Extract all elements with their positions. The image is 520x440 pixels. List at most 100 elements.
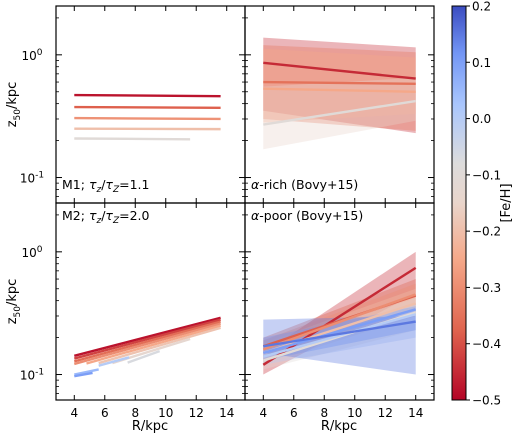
colorbar-tick-label: −0.2: [472, 225, 501, 239]
colorbar-tick-label: −0.4: [472, 337, 501, 351]
label-alpha: α: [251, 208, 260, 223]
series-line-m2-4: [86, 324, 221, 365]
panel-alpha-poor: 4 6 8 10 12 14 α-poor (Bovy+15): [244, 202, 435, 420]
series-line-m2-3: [73, 322, 221, 366]
y-tick-exponent: 0: [37, 48, 43, 58]
y-tick-label: 100: [21, 245, 42, 260]
x-tick-label: 4: [259, 406, 267, 420]
series-line-alpha-poor-2: [262, 293, 417, 351]
series-line-m1-0: [74, 93, 221, 98]
series-line-alpha-rich-0: [263, 61, 416, 80]
label-text: -poor (Bovy+15): [259, 208, 363, 223]
label-text: M2;: [62, 208, 89, 223]
y-tick-label: 10-1: [20, 171, 44, 186]
series-line-m2-7: [127, 350, 161, 364]
plot-area-alpha-poor: [262, 251, 417, 375]
series-line-m2-1: [73, 318, 221, 360]
uncertainty-band-alpha-rich-0: [263, 37, 416, 134]
x-tick-label: 8: [320, 406, 328, 420]
label-tau: τ: [89, 208, 97, 223]
y-axis-label-unit: /kpc: [5, 279, 20, 306]
x-tick-label: 10: [347, 406, 362, 420]
x-tick-label: 6: [290, 406, 298, 420]
y-tick-base: 10: [20, 172, 35, 186]
panel-frame-m1: [55, 5, 246, 204]
colorbar-gradient: [451, 5, 467, 401]
y-axis-label-unit: /kpc: [5, 82, 20, 109]
series-line-alpha-poor-7: [263, 320, 416, 348]
labels-layer: R/kpc R/kpc [Fe/H]: [132, 183, 514, 434]
label-sub: Z: [112, 216, 120, 226]
x-tick-label: 8: [131, 406, 139, 420]
y-axis-label-base: z: [5, 317, 20, 324]
colorbar-tick-label: −0.1: [472, 168, 501, 182]
panel-label-alpha-rich: α-rich (Bovy+15): [251, 177, 358, 192]
panel-frame-alpha-poor: [244, 202, 435, 401]
series-line-alpha-rich-1: [263, 80, 416, 86]
label-slash: /: [101, 177, 106, 192]
colorbar-tick-label: −0.3: [472, 281, 501, 295]
y-axis-label-base: z: [5, 120, 20, 127]
series-line-m2-2: [73, 320, 221, 363]
colorbar-tick-label: 0.0: [472, 112, 491, 126]
panel-label-m2: M2; τz/τZ=2.0: [62, 208, 150, 226]
y-axis-label-sub: 50: [13, 306, 23, 318]
plot-area-m2: [73, 316, 221, 378]
label-tau: τ: [105, 208, 113, 223]
panel-label-m1: M1; τz/τZ=1.1: [62, 177, 149, 195]
series-line-m1-1: [74, 105, 221, 110]
colorbar-tick-label: 0.1: [472, 56, 491, 70]
x-tick-label: 10: [158, 406, 173, 420]
series-line-m2-8: [98, 356, 130, 367]
uncertainty-band-alpha-poor-0: [263, 251, 416, 375]
y-tick-exponent: -1: [35, 171, 44, 181]
colorbar: 0.2 0.1 0.0 −0.1 −0.2 −0.3 −0.4 −0.5: [451, 0, 501, 408]
x-tick-label: 12: [378, 406, 393, 420]
series-line-m2-10: [74, 371, 93, 378]
series-line-alpha-rich-2: [263, 87, 416, 93]
y-axis-label: z50/kpc: [5, 279, 23, 325]
y-axis-label: z50/kpc: [5, 82, 23, 128]
series-line-alpha-rich-3: [263, 99, 416, 126]
plot-area-alpha-rich: [263, 37, 416, 150]
plot-area-m1: [74, 93, 221, 141]
series-line-alpha-poor-5: [262, 313, 417, 358]
panel-alpha-rich: α-rich (Bovy+15): [244, 5, 435, 204]
y-tick-exponent: 0: [37, 245, 43, 255]
series-line-m2-0: [73, 316, 221, 358]
colorbar-label: [Fe/H]: [499, 183, 514, 222]
x-tick-label: 12: [189, 406, 204, 420]
label-sub: z: [95, 185, 101, 195]
label-text: -rich (Bovy+15): [259, 177, 358, 192]
label-value: =2.0: [119, 208, 149, 223]
series-line-m2-5: [98, 326, 221, 365]
label-value: =1.1: [119, 177, 149, 192]
y-tick-base: 10: [21, 49, 36, 63]
label-alpha: α: [251, 177, 260, 192]
series-line-m2-9: [74, 368, 99, 376]
x-tick-label: 6: [101, 406, 109, 420]
panel-label-alpha-poor: α-poor (Bovy+15): [251, 208, 363, 223]
x-tick-label: 14: [408, 406, 423, 420]
label-text: M1;: [62, 177, 89, 192]
y-tick-label: 100: [21, 48, 42, 63]
colorbar-tick-label: −0.5: [472, 394, 501, 408]
label-sub: Z: [112, 185, 120, 195]
y-tick-base: 10: [21, 246, 36, 260]
x-axis-label-right: R/kpc: [321, 419, 357, 434]
label-tau: τ: [89, 177, 97, 192]
label-tau: τ: [105, 177, 113, 192]
y-tick-label: 10-1: [20, 368, 44, 383]
label-sub: z: [95, 216, 101, 226]
series-line-m1-4: [74, 137, 191, 141]
x-tick-label: 14: [219, 406, 234, 420]
series-line-m1-2: [74, 116, 221, 121]
y-tick-base: 10: [20, 369, 35, 383]
panel-frame-m2: [55, 202, 246, 401]
x-tick-label: 4: [70, 406, 78, 420]
colorbar-tick-label: 0.2: [472, 0, 491, 14]
uncertainty-band-alpha-poor-7: [263, 315, 416, 375]
